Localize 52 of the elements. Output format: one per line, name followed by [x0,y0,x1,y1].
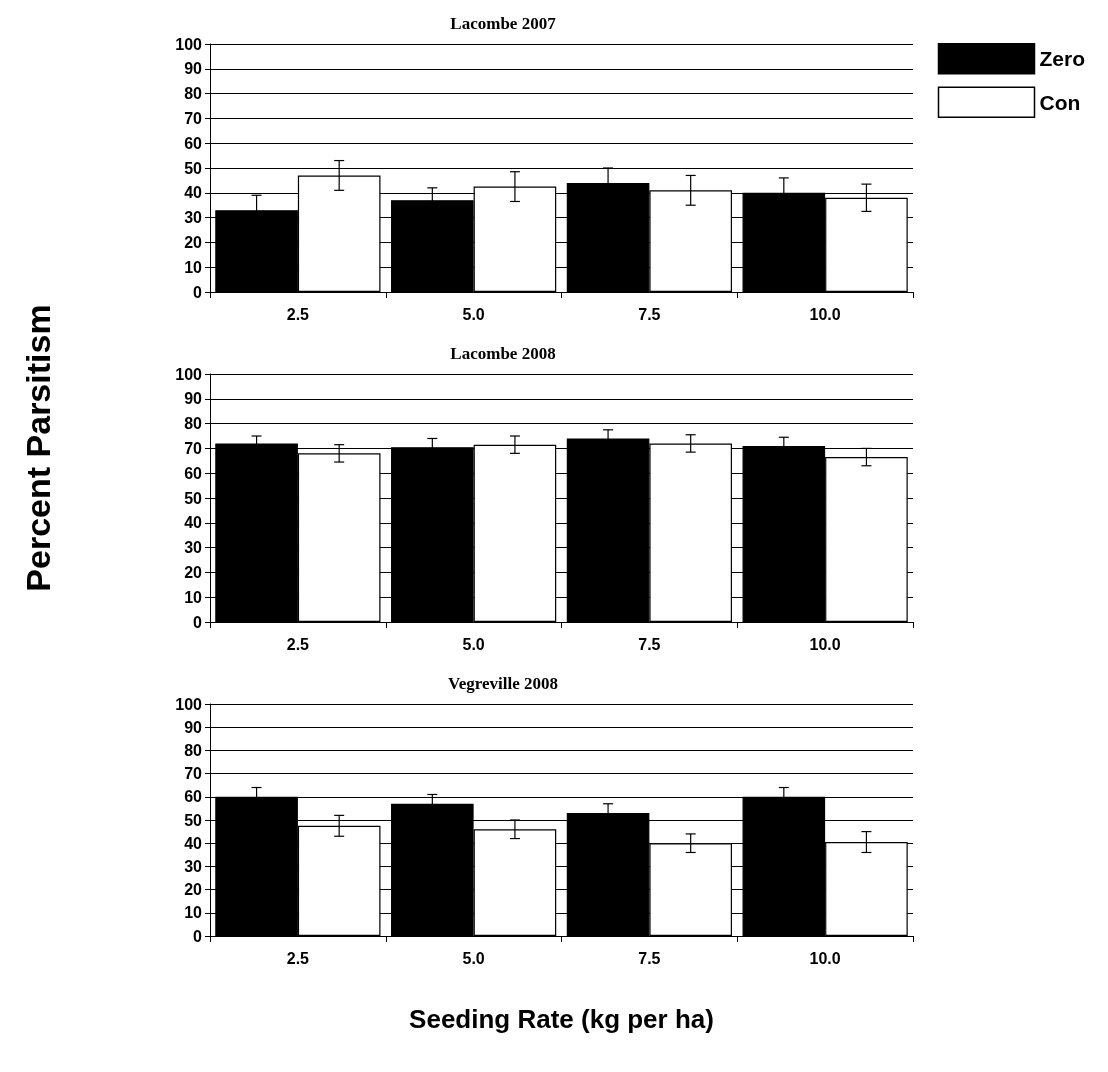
x-axis-title: Seeding Rate (kg per ha) [409,1004,714,1034]
x-tick-label: 10.0 [809,305,841,323]
x-tick-label: 7.5 [638,949,661,967]
chart-title: Lacombe 2008 [450,344,556,363]
y-tick-label: 60 [184,788,203,806]
y-tick-label: 50 [184,489,203,507]
y-tick-label: 70 [184,765,203,783]
x-tick-label: 5.0 [462,949,485,967]
x-tick-label: 10.0 [809,635,841,653]
y-tick-label: 0 [193,283,203,301]
y-tick-label: 80 [184,741,203,759]
chart-title: Lacombe 2007 [450,14,557,33]
y-tick-label: 10 [184,588,203,606]
y-tick-label: 70 [184,109,203,127]
x-tick-label: 10.0 [809,949,841,967]
y-tick-label: 30 [184,209,203,227]
y-tick-label: 100 [175,695,203,713]
y-tick-label: 100 [175,35,203,53]
y-tick-label: 90 [184,60,203,78]
legend-label: Con [1039,90,1081,114]
y-tick-label: 80 [184,415,203,433]
y-tick-label: 60 [184,134,203,152]
y-tick-label: 100 [175,365,203,383]
x-tick-label: 5.0 [462,305,485,323]
y-tick-label: 50 [184,159,203,177]
y-tick-label: 30 [184,857,203,875]
x-tick-label: 7.5 [638,305,661,323]
x-tick-label: 7.5 [638,635,661,653]
legend-label: Zero [1039,47,1086,71]
x-tick-label: 2.5 [286,305,310,323]
y-tick-label: 20 [184,233,203,251]
chart-title: Vegreville 2008 [447,674,559,693]
y-tick-label: 10 [184,904,203,922]
y-tick-label: 10 [184,258,203,276]
y-tick-label: 50 [184,811,203,829]
y-tick-label: 40 [184,834,203,852]
y-tick-label: 20 [184,881,203,899]
y-tick-label: 20 [184,563,203,581]
x-tick-label: 2.5 [286,635,310,653]
y-tick-label: 40 [184,514,203,532]
y-tick-label: 90 [184,390,203,408]
y-tick-label: 0 [193,613,203,631]
y-tick-label: 80 [184,85,203,103]
x-tick-label: 5.0 [462,635,485,653]
y-axis-title: Percent Parsitism [18,304,58,592]
y-tick-label: 60 [184,464,203,482]
y-tick-label: 90 [184,718,203,736]
y-tick-label: 70 [184,439,203,457]
y-tick-label: 40 [184,184,203,202]
y-tick-label: 30 [184,539,203,557]
x-tick-label: 2.5 [286,949,310,967]
y-tick-label: 0 [193,927,203,945]
